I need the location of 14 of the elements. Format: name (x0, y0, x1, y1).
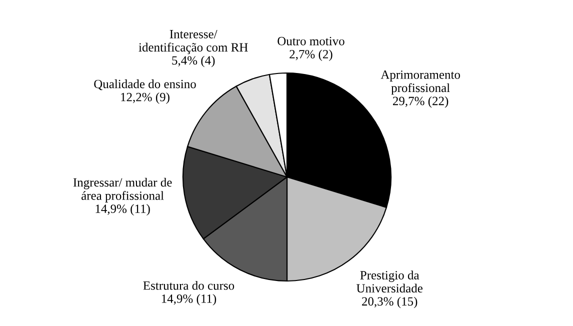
slice-label: Qualidade do ensino (94, 79, 196, 90)
slice-label: Ingressar/ mudar de área profissional (73, 178, 172, 202)
data-label: 29,7% (22) (393, 96, 448, 108)
data-label: 5,4% (4) (172, 56, 215, 68)
slice-label: Interesse/ identificação com RH (138, 30, 248, 54)
data-label: 14,9% (11) (162, 294, 216, 306)
data-label: 14,9% (11) (96, 204, 150, 216)
data-label: 20,3% (15) (362, 296, 418, 308)
slice-label: Estrutura do curso (143, 281, 234, 290)
slice-label: Outro motivo (278, 36, 344, 46)
slice-label: Prestigio da Universidade (356, 270, 422, 293)
slice-label: Aprimoramento profissional (380, 70, 460, 95)
data-label: 12,2% (9) (121, 92, 170, 104)
data-label: 2,7% (2) (290, 50, 332, 61)
